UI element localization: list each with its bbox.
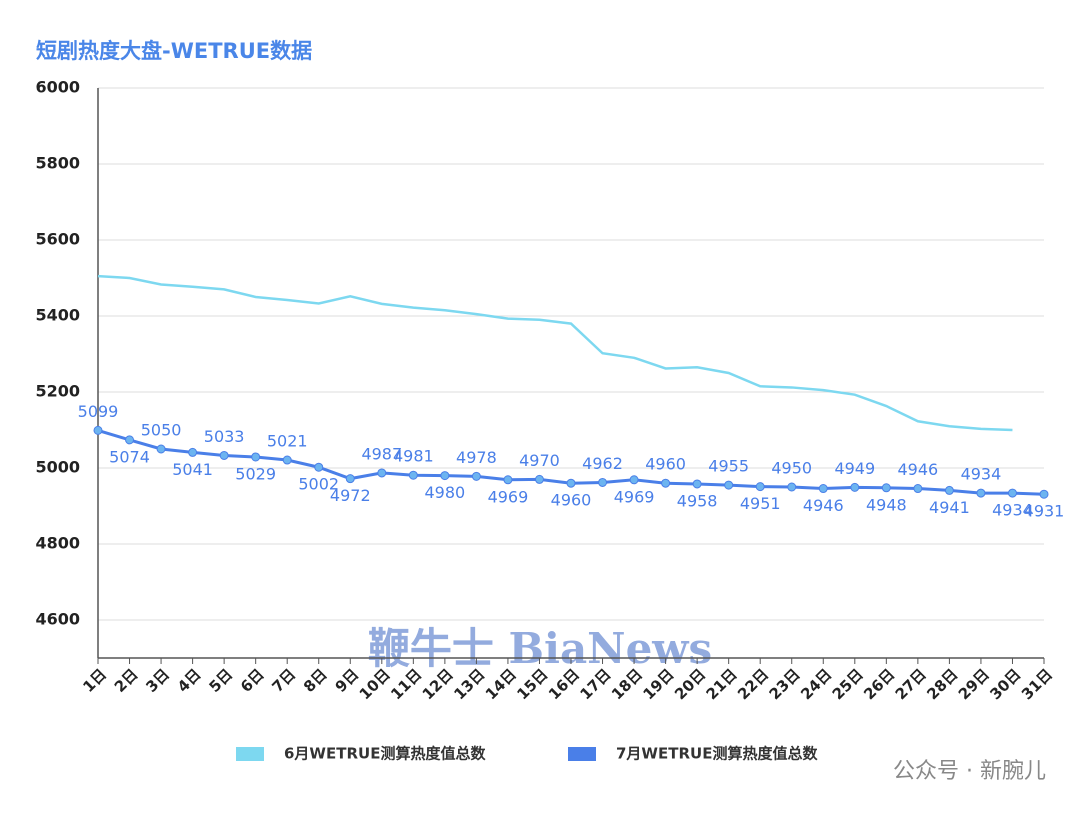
point: [755, 482, 765, 492]
point: [661, 478, 671, 488]
y-tick-label: 6000: [35, 78, 80, 97]
watermark: 鞭牛士 BiaNews: [368, 624, 712, 673]
data-label: 5099: [78, 402, 119, 421]
x-tick-label: 8日: [300, 665, 331, 696]
data-label: 5002: [298, 475, 339, 494]
data-label: 4931: [1024, 502, 1065, 521]
data-label: 5074: [109, 447, 150, 466]
data-label: 5021: [267, 432, 308, 451]
point: [913, 484, 923, 494]
data-label: 4946: [898, 460, 939, 479]
point: [471, 471, 481, 481]
data-label: 4955: [708, 457, 749, 476]
y-tick-label: 4600: [35, 610, 80, 629]
data-label: 4934: [992, 501, 1033, 520]
watermark: 公众号 · 新腕儿: [893, 759, 1046, 784]
x-tick-label: 2日: [111, 665, 142, 696]
data-label: 4969: [488, 487, 529, 506]
point: [1039, 489, 1049, 499]
point: [818, 484, 828, 494]
x-tick-label: 30日: [986, 665, 1024, 703]
data-label: 4969: [614, 487, 655, 506]
y-tick-label: 4800: [35, 534, 80, 553]
point: [251, 452, 261, 462]
line: [97, 274, 1013, 432]
point: [787, 482, 797, 492]
point: [534, 474, 544, 484]
point: [314, 462, 324, 472]
point: [188, 447, 198, 457]
data-label: 5029: [235, 464, 276, 483]
data-label: 4934: [961, 465, 1002, 484]
y-tick-label: 5200: [35, 382, 80, 401]
x-tick-label: 25日: [829, 665, 867, 703]
data-label: 4948: [866, 495, 907, 514]
point: [156, 444, 166, 454]
data-label: 4970: [519, 451, 560, 470]
point: [629, 475, 639, 485]
point: [976, 488, 986, 498]
legend-label: 7月WETRUE测算热度值总数: [616, 745, 818, 763]
legend-swatch: [568, 747, 596, 761]
point: [125, 435, 135, 445]
y-tick-label: 5800: [35, 154, 80, 173]
chart-title: 短剧热度大盘-WETRUE数据: [36, 39, 312, 63]
data-label: 4958: [677, 491, 718, 510]
point: [1007, 488, 1017, 498]
x-tick-label: 24日: [797, 665, 835, 703]
legend-label: 6月WETRUE测算热度值总数: [284, 745, 486, 763]
point: [345, 474, 355, 484]
data-label: 4941: [929, 498, 970, 517]
x-tick-label: 22日: [734, 665, 772, 703]
x-tick-label: 4日: [174, 665, 205, 696]
x-tick-label: 7日: [268, 665, 299, 696]
x-tick-label: 31日: [1018, 665, 1056, 703]
x-tick-label: 28日: [923, 665, 961, 703]
point: [692, 479, 702, 489]
x-tick-label: 6日: [237, 665, 268, 696]
data-label: 4960: [551, 491, 592, 510]
x-tick-label: 26日: [860, 665, 898, 703]
legend-swatch: [236, 747, 264, 761]
point: [944, 485, 954, 495]
point: [881, 483, 891, 493]
x-tick-label: 3日: [142, 665, 173, 696]
x-tick-label: 5日: [205, 665, 236, 696]
point: [566, 478, 576, 488]
point: [377, 468, 387, 478]
data-label: 4962: [582, 454, 623, 473]
x-tick-label: 1日: [79, 665, 110, 696]
data-label: 4950: [771, 459, 812, 478]
data-label: 5050: [141, 421, 182, 440]
data-label: 4960: [645, 455, 686, 474]
point: [408, 470, 418, 480]
data-label: 4978: [456, 448, 497, 467]
data-label: 4946: [803, 496, 844, 515]
point: [440, 471, 450, 481]
x-tick-label: 27日: [892, 665, 930, 703]
point: [219, 450, 229, 460]
point: [724, 480, 734, 490]
data-label: 5041: [172, 460, 213, 479]
data-label: 5033: [204, 427, 245, 446]
data-label: 4951: [740, 494, 781, 513]
y-tick-label: 5000: [35, 458, 80, 477]
x-tick-label: 29日: [955, 665, 993, 703]
point: [93, 425, 103, 435]
point: [503, 475, 513, 485]
y-tick-label: 5600: [35, 230, 80, 249]
x-tick-label: 23日: [766, 665, 804, 703]
point: [850, 482, 860, 492]
data-label: 4980: [425, 483, 466, 502]
point: [282, 455, 292, 465]
point: [598, 477, 608, 487]
data-label: 4987: [361, 444, 402, 463]
data-label: 4949: [834, 459, 875, 478]
data-label: 4972: [330, 486, 371, 505]
y-tick-label: 5400: [35, 306, 80, 325]
data-label: 4981: [393, 447, 434, 466]
